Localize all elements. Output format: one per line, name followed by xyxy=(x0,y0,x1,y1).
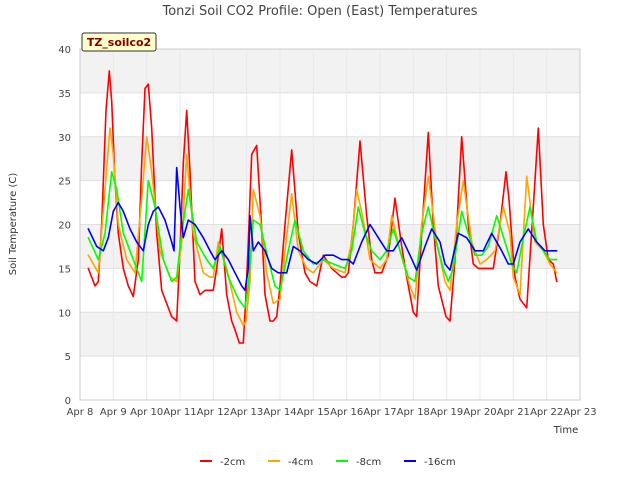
x-tick-label: Apr 12 xyxy=(197,407,230,418)
legend-label: -16cm xyxy=(424,457,456,468)
x-tick-label: Apr 20 xyxy=(463,407,496,418)
x-tick-label: Apr 15 xyxy=(297,407,330,418)
x-tick-label: Apr 18 xyxy=(397,407,430,418)
legend-item: -8cm xyxy=(336,457,381,468)
legend: -2cm -4cm -8cm -16cm xyxy=(200,457,456,468)
x-tick-label: Apr 10 xyxy=(130,407,163,418)
y-tick-label: 40 xyxy=(58,45,71,56)
legend-label: -4cm xyxy=(288,457,313,468)
legend-label: -2cm xyxy=(220,457,245,468)
x-tick-label: Apr 14 xyxy=(263,407,296,418)
x-tick-label: Apr 23 xyxy=(563,407,596,418)
legend-item: -4cm xyxy=(268,457,313,468)
y-tick-label: 20 xyxy=(58,221,71,232)
x-tick-label: Apr 8 xyxy=(67,407,94,418)
x-tick-label: Apr 11 xyxy=(163,407,196,418)
plot-band xyxy=(80,136,580,181)
series-layer xyxy=(87,70,558,344)
x-axis-title: Time xyxy=(553,425,578,436)
x-tick-label: Apr 16 xyxy=(330,407,363,418)
x-tick-label: Apr 21 xyxy=(497,407,530,418)
badge-box xyxy=(81,32,157,52)
y-tick-label: 15 xyxy=(58,264,71,275)
dataset-badge: TZ_soilco2 xyxy=(81,32,157,52)
legend-item: -2cm xyxy=(200,457,245,468)
series-line-16cm xyxy=(87,166,558,292)
legend-item: -16cm xyxy=(404,457,456,468)
y-tick-label: 0 xyxy=(65,396,71,407)
x-tick-labels: Apr 8 Apr 9 Apr 10 Apr 11 Apr 12 Apr 13 Apr 14… xyxy=(67,407,597,418)
y-tick-labels: 0 5 10 15 20 25 30 35 40 xyxy=(58,45,71,407)
x-tick-label: Apr 9 xyxy=(100,407,127,418)
x-tick-label: Apr 22 xyxy=(530,407,563,418)
y-tick-label: 25 xyxy=(58,177,71,188)
y-axis-title: Soil Temperature (C) xyxy=(8,173,19,276)
plot-band xyxy=(80,312,580,357)
y-tick-label: 35 xyxy=(58,89,71,100)
plot-band xyxy=(80,49,580,93)
plot-frame xyxy=(79,48,581,401)
y-tick-label: 5 xyxy=(65,352,71,363)
x-tick-label: Apr 17 xyxy=(363,407,396,418)
chart-title: Tonzi Soil CO2 Profile: Open (East) Temp… xyxy=(161,4,477,19)
y-tick-label: 10 xyxy=(58,308,71,319)
plot-bands xyxy=(80,49,580,357)
x-tick-label: Apr 19 xyxy=(430,407,463,418)
y-tick-label: 30 xyxy=(58,133,71,144)
badge-label: TZ_soilco2 xyxy=(87,36,151,49)
series-line-8cm xyxy=(87,171,558,309)
x-tick-label: Apr 13 xyxy=(230,407,263,418)
legend-label: -8cm xyxy=(356,457,381,468)
